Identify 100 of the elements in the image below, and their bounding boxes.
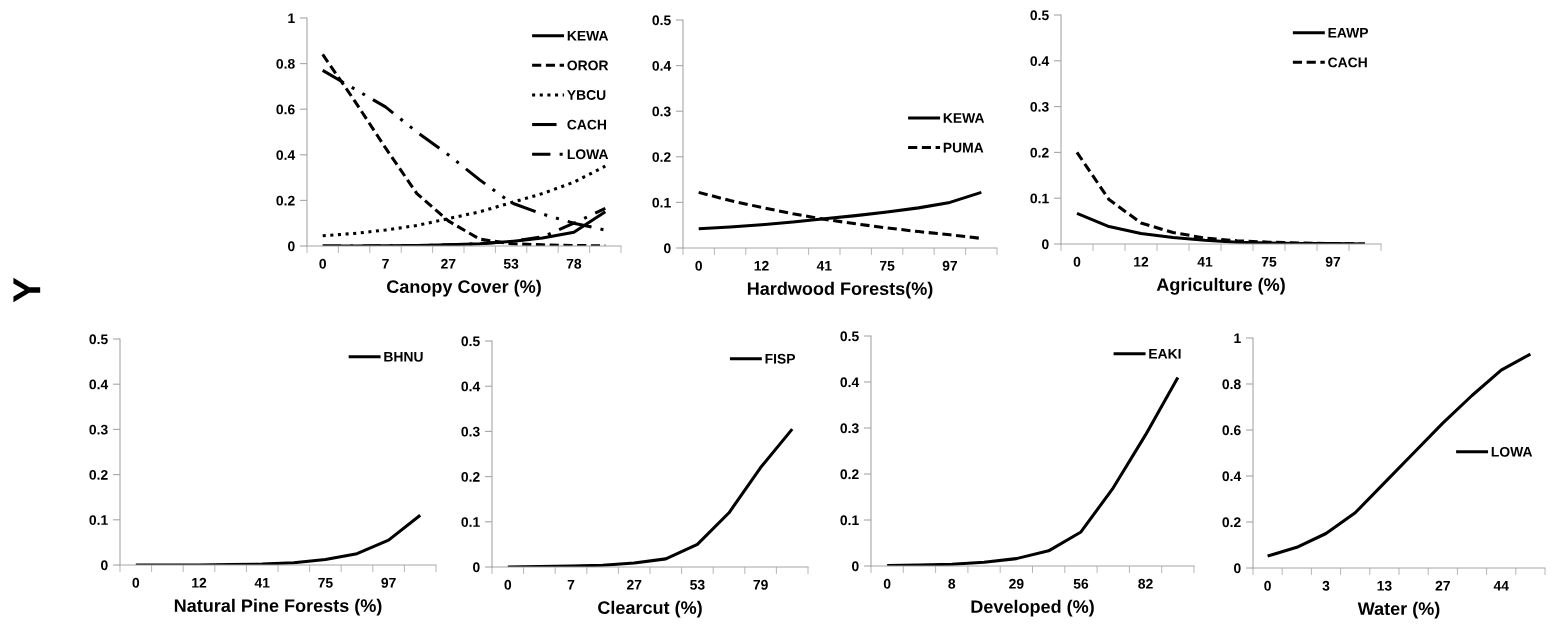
x-tick-label: 0 (1073, 256, 1081, 267)
y-tick-label: 0.1 (461, 517, 480, 527)
legend-label: LOWA (1491, 446, 1533, 457)
y-tick-label: 0.3 (461, 426, 480, 437)
x-axis-title: Water (%) (1357, 601, 1440, 619)
x-tick-label: 79 (753, 579, 768, 590)
y-tick-label: 0.8 (276, 58, 295, 69)
x-tick-label: 75 (318, 578, 333, 588)
legend-label: EAKI (1149, 349, 1181, 359)
y-tick-label: 0.8 (1222, 379, 1241, 390)
x-tick-label: 7 (567, 580, 575, 590)
y-tick-label: 0.4 (1030, 56, 1050, 66)
legend-label: KEWA (567, 31, 609, 41)
x-tick-label: 12 (192, 577, 207, 588)
x-tick-label: 53 (690, 579, 705, 590)
x-tick-label: 27 (441, 258, 456, 269)
x-tick-label: 41 (1197, 257, 1213, 267)
x-tick-label: 27 (626, 579, 642, 590)
x-axis-title: Developed (%) (971, 599, 1094, 617)
x-tick-label: 0 (319, 258, 326, 269)
y-tick-label: 0 (473, 562, 480, 573)
y-tick-label: 0.3 (89, 424, 108, 435)
x-tick-label: 0 (132, 577, 140, 588)
legend-label: FISP (765, 353, 796, 364)
y-tick-label: 0.2 (276, 195, 295, 206)
y-tick-label: 0 (101, 560, 108, 571)
legend-label: YBCU (567, 90, 606, 100)
x-tick-label: 8 (948, 578, 956, 589)
y-tick-label: 0.2 (840, 469, 859, 480)
x-axis-title: Agriculture (%) (1156, 277, 1285, 295)
y-tick-label: 0.3 (840, 423, 859, 434)
y-tick-label: 0.4 (1222, 471, 1242, 482)
legend-label: CACH (1328, 57, 1367, 68)
y-tick-label: 0.4 (461, 381, 481, 392)
y-tick-label: 1 (288, 13, 295, 24)
y-tick-label: 0 (852, 561, 859, 572)
legend-label: BHNU (384, 352, 423, 362)
x-tick-label: 97 (381, 577, 396, 588)
y-tick-label: 0.4 (840, 377, 860, 388)
y-tick-label: 0.4 (89, 379, 109, 390)
x-tick-label: 44 (1493, 581, 1509, 591)
y-tick-label: 0.4 (276, 150, 296, 160)
x-tick-label: 27 (1435, 580, 1450, 591)
line-series (134, 513, 422, 565)
y-tick-label: 0.3 (1030, 101, 1049, 112)
y-tick-label: 0.1 (840, 515, 859, 526)
y-tick-label: 0.1 (652, 197, 671, 208)
x-axis-title: Natural Pine Forests (%) (174, 598, 382, 616)
x-tick-label: 29 (1009, 578, 1024, 589)
y-tick-label: 0.1 (89, 515, 108, 525)
y-tick-label: 0.2 (89, 469, 108, 480)
y-tick-label: 0.6 (1222, 425, 1241, 436)
x-tick-label: 41 (816, 261, 832, 271)
x-tick-label: 12 (754, 260, 769, 271)
y-tick-label: 0.5 (1030, 10, 1049, 21)
y-tick-label: 0.2 (652, 152, 671, 162)
y-axis-title: Y (13, 277, 41, 303)
legend-label: KEWA (943, 113, 985, 123)
legend-label: LOWA (567, 149, 609, 160)
y-tick-label: 0.5 (461, 336, 480, 347)
x-tick-label: 0 (504, 579, 512, 590)
y-tick-label: 0 (288, 241, 295, 252)
x-tick-label: 82 (1138, 578, 1153, 589)
y-tick-label: 0.2 (461, 471, 480, 482)
y-tick-label: 0 (1234, 563, 1241, 574)
y-tick-label: 0.5 (652, 15, 671, 26)
line-series (885, 375, 1180, 566)
x-tick-label: 75 (879, 261, 895, 271)
y-tick-label: 0.5 (89, 334, 108, 345)
x-tick-label: 53 (503, 258, 519, 269)
x-tick-label: 75 (1261, 257, 1277, 267)
legend-label: PUMA (943, 142, 984, 153)
x-axis-title: Clearcut (%) (598, 600, 702, 618)
legend-label: CACH (567, 119, 607, 130)
x-axis-title: Hardwood Forests(%) (747, 281, 933, 299)
x-tick-label: 3 (1322, 580, 1330, 591)
legend-label: EAWP (1328, 28, 1369, 38)
x-tick-label: 97 (1325, 256, 1341, 267)
x-tick-label: 7 (382, 259, 389, 269)
y-tick-label: 0.2 (1222, 517, 1241, 528)
y-tick-label: 0.6 (276, 104, 295, 115)
y-tick-label: 0.4 (652, 60, 672, 71)
x-tick-label: 56 (1073, 578, 1089, 589)
y-tick-label: 0.5 (840, 331, 859, 342)
y-tick-label: 1 (1234, 333, 1241, 344)
line-series (506, 427, 794, 567)
x-axis-title: Canopy Cover (%) (387, 279, 541, 297)
x-tick-label: 97 (942, 260, 958, 271)
x-tick-label: 13 (1377, 580, 1392, 591)
line-series (1266, 352, 1532, 558)
y-tick-label: 0 (1042, 239, 1049, 250)
y-tick-label: 0.1 (1030, 193, 1049, 204)
y-tick-label: 0.2 (1030, 147, 1049, 158)
x-tick-label: 41 (254, 578, 270, 588)
x-tick-label: 0 (695, 260, 702, 271)
x-tick-label: 0 (1264, 580, 1271, 591)
y-tick-label: 0.3 (652, 106, 671, 117)
legend-label: OROR (567, 60, 609, 71)
x-tick-label: 0 (883, 578, 891, 589)
y-tick-label: 0 (664, 243, 671, 254)
